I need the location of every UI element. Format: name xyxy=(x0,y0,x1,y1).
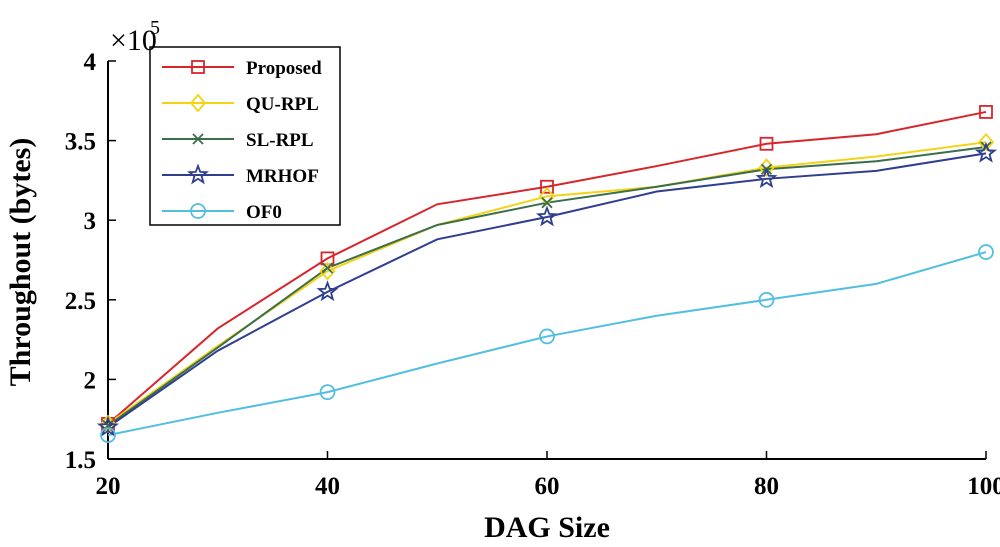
legend-marker-sl-rpl xyxy=(192,133,204,145)
data-point-mrhof xyxy=(316,280,339,302)
legend-box xyxy=(149,46,341,226)
x-tick-label: 100 xyxy=(967,473,1000,500)
data-point-proposed xyxy=(759,136,774,151)
series-line-of0 xyxy=(107,251,987,437)
data-point-proposed xyxy=(979,105,993,119)
legend-label-proposed: Proposed xyxy=(246,58,322,79)
data-point-of0 xyxy=(978,244,994,260)
data-point-mrhof xyxy=(755,167,778,189)
y-tick-label: 3 xyxy=(84,208,97,235)
data-point-of0 xyxy=(319,384,336,401)
legend-label-sl-rpl: SL-RPL xyxy=(246,130,314,151)
y-axis-title: Throughout (bytes) xyxy=(4,138,37,387)
legend: Proposed QU-RPL SL-RPL MRHOF OF0 xyxy=(149,46,341,226)
y-tick-label: 2.5 xyxy=(65,288,96,315)
x-axis-title: DAG Size xyxy=(484,511,610,544)
legend-label-of0: OF0 xyxy=(246,202,282,223)
series-line-proposed xyxy=(107,110,987,425)
legend-marker-qu-rpl xyxy=(189,93,207,113)
data-point-of0 xyxy=(539,328,555,345)
legend-marker-of0 xyxy=(190,203,206,219)
x-tick-label: 60 xyxy=(535,473,560,500)
data-point-qu-rpl xyxy=(977,132,995,152)
legend-label-mrhof: MRHOF xyxy=(246,166,319,187)
data-point-mrhof xyxy=(975,141,997,163)
data-point-qu-rpl xyxy=(538,186,556,206)
data-point-sl-rpl xyxy=(321,262,334,274)
x-tick-label: 20 xyxy=(96,473,121,500)
axis-ticks: 20 40 60 80 100 1.5 2 2.5 3 3.5 4 xyxy=(65,49,1000,500)
y-tick-label: 3.5 xyxy=(65,129,96,156)
data-point-sl-rpl xyxy=(541,197,553,209)
legend-marker-proposed xyxy=(191,60,205,74)
data-point-of0 xyxy=(758,291,775,308)
legend-label-qu-rpl: QU-RPL xyxy=(246,94,319,115)
data-point-mrhof xyxy=(97,415,119,437)
x-tick-label: 40 xyxy=(315,473,340,500)
legend-marker-mrhof xyxy=(187,163,209,185)
data-point-mrhof xyxy=(536,205,558,227)
y-multiplier-label: ×10 xyxy=(110,24,157,57)
series-markers xyxy=(97,105,997,444)
y-tick-label: 2 xyxy=(84,367,97,394)
series-line-mrhof xyxy=(107,152,987,428)
data-point-of0 xyxy=(100,427,116,444)
y-tick-label: 4 xyxy=(84,49,97,76)
y-multiplier-exponent: 5 xyxy=(150,17,160,39)
y-tick-label: 1.5 xyxy=(65,447,96,474)
data-point-proposed xyxy=(540,179,554,194)
data-point-qu-rpl xyxy=(319,261,336,281)
x-tick-label: 80 xyxy=(754,473,779,500)
